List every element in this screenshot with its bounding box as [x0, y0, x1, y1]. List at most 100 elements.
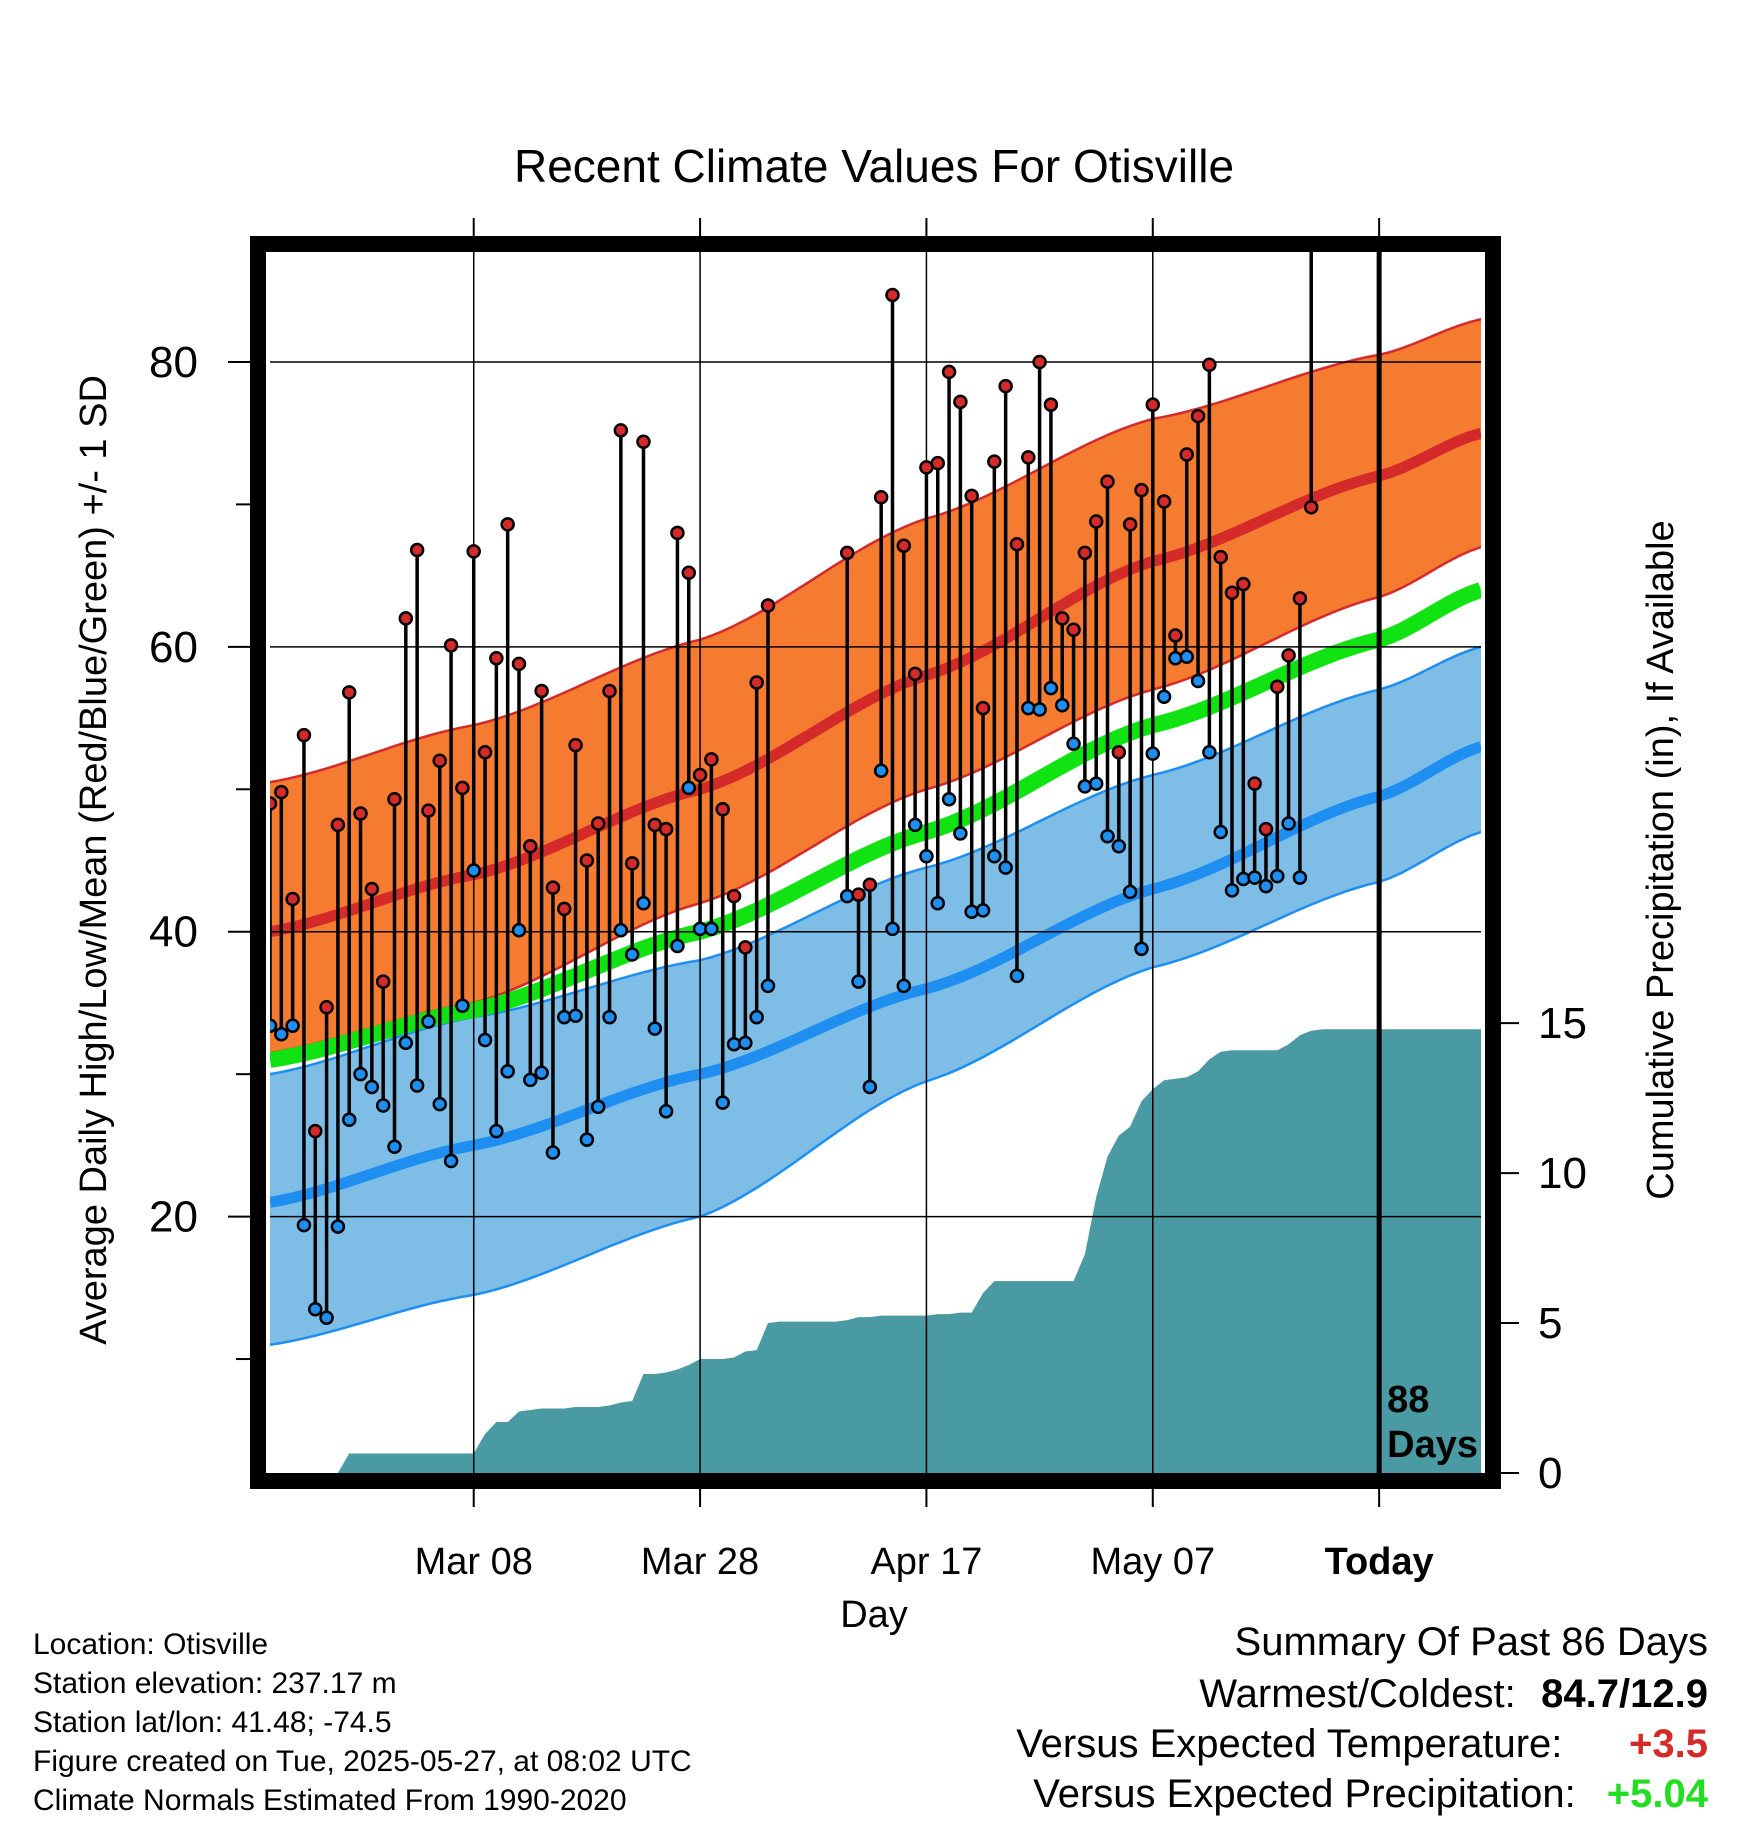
daily-high-point: [613, 423, 629, 438]
daily-low-point: [749, 1009, 764, 1025]
daily-high-point: [1054, 611, 1070, 626]
y-right-tick-label: 15: [1538, 999, 1587, 1048]
y-left-tick-label: 20: [149, 1193, 198, 1242]
daily-low-point: [1088, 776, 1104, 791]
daily-high-point: [1156, 494, 1172, 509]
warm-cold-label: Warmest/Coldest:: [1199, 1672, 1516, 1716]
daily-low-point: [534, 1065, 549, 1080]
daily-low-point: [364, 1079, 380, 1095]
daily-high-point: [557, 901, 572, 917]
y-axis-label-right: Cumulative Precipitation (in), If Availa…: [1640, 520, 1682, 1199]
daily-high-point: [636, 434, 651, 449]
daily-high-point: [964, 488, 979, 504]
y-left-tick-label: 60: [149, 623, 198, 672]
daily-high-point: [1270, 679, 1285, 694]
daily-high-point: [1258, 821, 1274, 837]
daily-low-point: [489, 1123, 504, 1139]
daily-high-point: [590, 816, 606, 831]
daily-low-point: [907, 817, 923, 833]
y-right-tick-label: 10: [1538, 1149, 1587, 1198]
daily-high-point: [862, 877, 878, 892]
warm-cold-value: 84.7/12.9: [1541, 1672, 1708, 1716]
daily-high-point: [704, 752, 719, 767]
daily-low-point: [398, 1035, 414, 1051]
daily-low-point: [443, 1153, 459, 1169]
daily-high-point: [1317, 0, 1329, 6]
daily-high-point: [455, 780, 470, 796]
x-tick-label: Mar 08: [415, 1541, 533, 1583]
low-lower-line: [270, 830, 1481, 1347]
daily-high-point: [1190, 408, 1206, 424]
precip-value: +5.04: [1606, 1772, 1708, 1816]
daily-high-point: [364, 881, 380, 897]
latlon-text: Station lat/lon: 41.48; -74.5: [33, 1706, 392, 1739]
daily-high-point: [896, 538, 912, 553]
daily-low-point: [341, 1112, 357, 1127]
daily-low-point: [647, 1021, 663, 1036]
daily-low-point: [270, 1018, 278, 1033]
created-text: Figure created on Tue, 2025-05-27, at 08…: [33, 1745, 692, 1778]
daily-low-point: [987, 848, 1002, 864]
daily-low-point: [1032, 702, 1047, 717]
daily-low-point: [387, 1139, 402, 1155]
daily-low-point: [1362, 0, 1374, 6]
daily-high-point: [341, 685, 357, 700]
daily-low-point: [1168, 650, 1183, 666]
daily-high-point: [681, 565, 697, 581]
daily-high-point: [1043, 397, 1059, 412]
daily-high-point: [658, 821, 674, 837]
high-upper-line: [270, 317, 1481, 784]
daily-low-point: [658, 1103, 674, 1119]
daily-low-point: [466, 863, 481, 878]
daily-low-point: [421, 1014, 436, 1029]
daily-high-point: [941, 364, 957, 380]
daily-low-point: [964, 904, 979, 920]
daily-high-point: [760, 598, 776, 613]
daily-high-point: [1236, 576, 1251, 592]
daily-low-point: [704, 921, 719, 937]
daily-high-point: [1247, 776, 1262, 791]
normals-text: Climate Normals Estimated From 1990-2020: [33, 1784, 627, 1817]
today-days-label: Days: [1387, 1424, 1478, 1466]
daily-high-point: [885, 287, 900, 303]
daily-high-point: [692, 767, 708, 783]
daily-low-point: [862, 1079, 878, 1095]
daily-high-point: [500, 517, 515, 532]
daily-low-point: [1339, 0, 1351, 6]
today-days-label: 88: [1387, 1379, 1429, 1421]
daily-high-point: [1292, 591, 1308, 606]
daily-high-point: [330, 817, 346, 833]
x-tick-label: Mar 28: [641, 1541, 759, 1583]
daily-low-point: [1328, 0, 1340, 6]
daily-low-point: [1202, 744, 1217, 760]
daily-low-point: [1281, 816, 1296, 831]
daily-high-point: [624, 856, 640, 871]
daily-low-point: [274, 1027, 289, 1042]
daily-high-point: [375, 974, 391, 989]
daily-low-point: [919, 848, 934, 864]
daily-low-point: [941, 792, 957, 807]
daily-high-point: [432, 753, 448, 769]
daily-low-point: [296, 1217, 312, 1233]
daily-low-point: [375, 1098, 391, 1113]
daily-low-point: [1190, 673, 1206, 689]
daily-high-point: [1066, 622, 1081, 637]
daily-high-point: [738, 940, 753, 955]
daily-low-point: [602, 1009, 617, 1025]
daily-low-point: [1054, 697, 1070, 713]
daily-low-point: [1247, 870, 1262, 885]
daily-low-point: [1122, 884, 1138, 900]
daily-high-point: [670, 525, 685, 541]
daily-high-point: [953, 394, 968, 410]
daily-high-point: [1213, 549, 1228, 565]
daily-high-point: [851, 887, 866, 902]
daily-high-point: [998, 378, 1013, 394]
daily-high-point: [1168, 628, 1183, 643]
precipitation-area: [270, 1029, 1481, 1473]
daily-high-point: [409, 542, 425, 558]
daily-high-point: [1179, 447, 1194, 462]
low-normal-line: [270, 741, 1481, 1208]
daily-high-point: [1281, 648, 1296, 663]
daily-low-point: [1351, 0, 1363, 6]
